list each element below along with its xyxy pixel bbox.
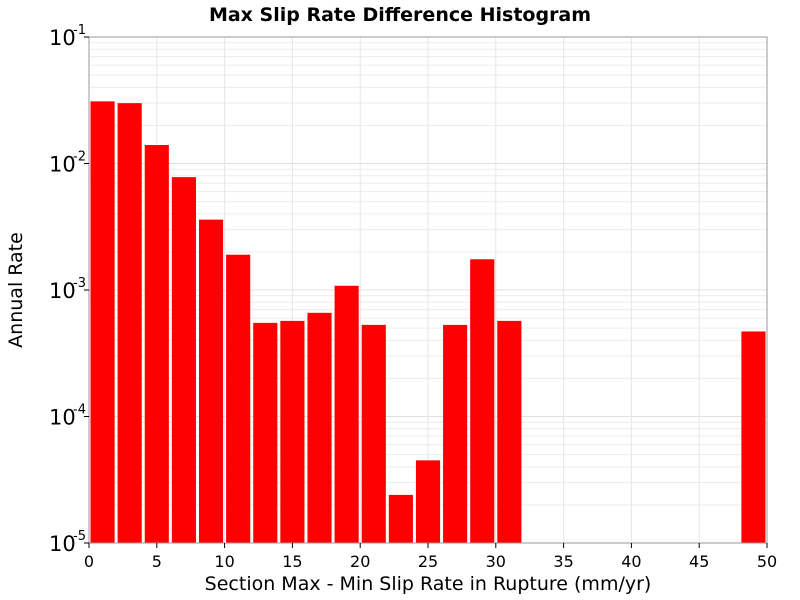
y-axis-label: Annual Rate — [5, 232, 27, 348]
x-tick-label: 40 — [621, 552, 641, 571]
y-axis-ticks: 10-510-410-310-210-1 — [49, 23, 89, 556]
histogram-bar-9 — [307, 312, 332, 543]
bars-group — [90, 101, 766, 544]
histogram-bar-7 — [253, 322, 278, 543]
histogram-bar-10 — [334, 285, 359, 543]
x-tick-label: 25 — [418, 552, 438, 571]
histogram-bar-5 — [198, 219, 224, 543]
y-tick-label-base: 10 — [49, 279, 76, 303]
histogram-bar-2 — [117, 103, 142, 543]
histogram-bar-4 — [171, 177, 196, 544]
histogram-bar-6 — [226, 254, 251, 543]
histogram-bar-12 — [388, 494, 413, 543]
x-tick-label: 20 — [350, 552, 370, 571]
x-tick-label: 15 — [282, 552, 302, 571]
x-tick-label: 35 — [553, 552, 573, 571]
x-axis-ticks: 0 5 10 15 20 25 30 35 40 45 50 — [84, 543, 777, 571]
x-tick-label: 0 — [84, 552, 94, 571]
histogram-bar-1 — [90, 101, 115, 543]
histogram-bar-14 — [443, 324, 468, 543]
y-tick-label-base: 10 — [49, 406, 76, 430]
histogram-bar-3 — [144, 145, 169, 543]
histogram-bar-13 — [415, 460, 441, 543]
histogram-bar-8 — [280, 320, 305, 543]
histogram-bar-17 — [741, 331, 766, 543]
histogram-bar-16 — [497, 320, 522, 543]
y-tick-label-exponent: -3 — [73, 276, 86, 291]
y-tick-label-base: 10 — [49, 153, 76, 177]
x-tick-label: 30 — [486, 552, 506, 571]
y-tick-label-base: 10 — [49, 26, 76, 50]
histogram-bar-15 — [470, 259, 495, 543]
x-tick-label: 45 — [689, 552, 709, 571]
y-tick-label-exponent: -4 — [73, 403, 86, 418]
chart-title: Max Slip Rate Difference Histogram — [209, 4, 591, 26]
histogram-bar-11 — [361, 324, 386, 543]
x-tick-label: 10 — [214, 552, 234, 571]
y-tick-label-exponent: -5 — [73, 529, 86, 544]
y-tick-label-exponent: -1 — [73, 23, 86, 38]
x-tick-label: 5 — [152, 552, 162, 571]
y-tick-label-base: 10 — [49, 532, 76, 556]
y-tick-label-exponent: -2 — [73, 150, 86, 165]
x-axis-label: Section Max - Min Slip Rate in Rupture (… — [205, 573, 652, 595]
x-tick-label: 50 — [757, 552, 777, 571]
